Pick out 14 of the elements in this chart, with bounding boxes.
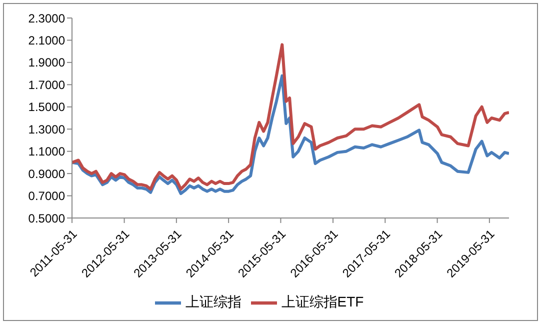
legend-label: 上证综指ETF: [281, 294, 364, 310]
y-tick-label: 2.1000: [28, 33, 66, 48]
y-tick-label: 0.7000: [28, 189, 66, 204]
y-tick-label: 2.3000: [28, 11, 66, 26]
y-tick-label: 1.9000: [28, 56, 66, 70]
y-tick-label: 1.1000: [28, 144, 66, 159]
y-tick-label: 0.9000: [28, 166, 66, 181]
y-tick-label: 0.5000: [28, 211, 66, 226]
line-series: [72, 43, 509, 191]
y-tick-label: 1.3000: [28, 122, 66, 136]
line-series: [72, 74, 509, 196]
legend-label: 上证综指: [185, 294, 242, 310]
y-tick-label: 1.7000: [28, 78, 66, 92]
y-tick-label: 1.5000: [28, 100, 66, 114]
